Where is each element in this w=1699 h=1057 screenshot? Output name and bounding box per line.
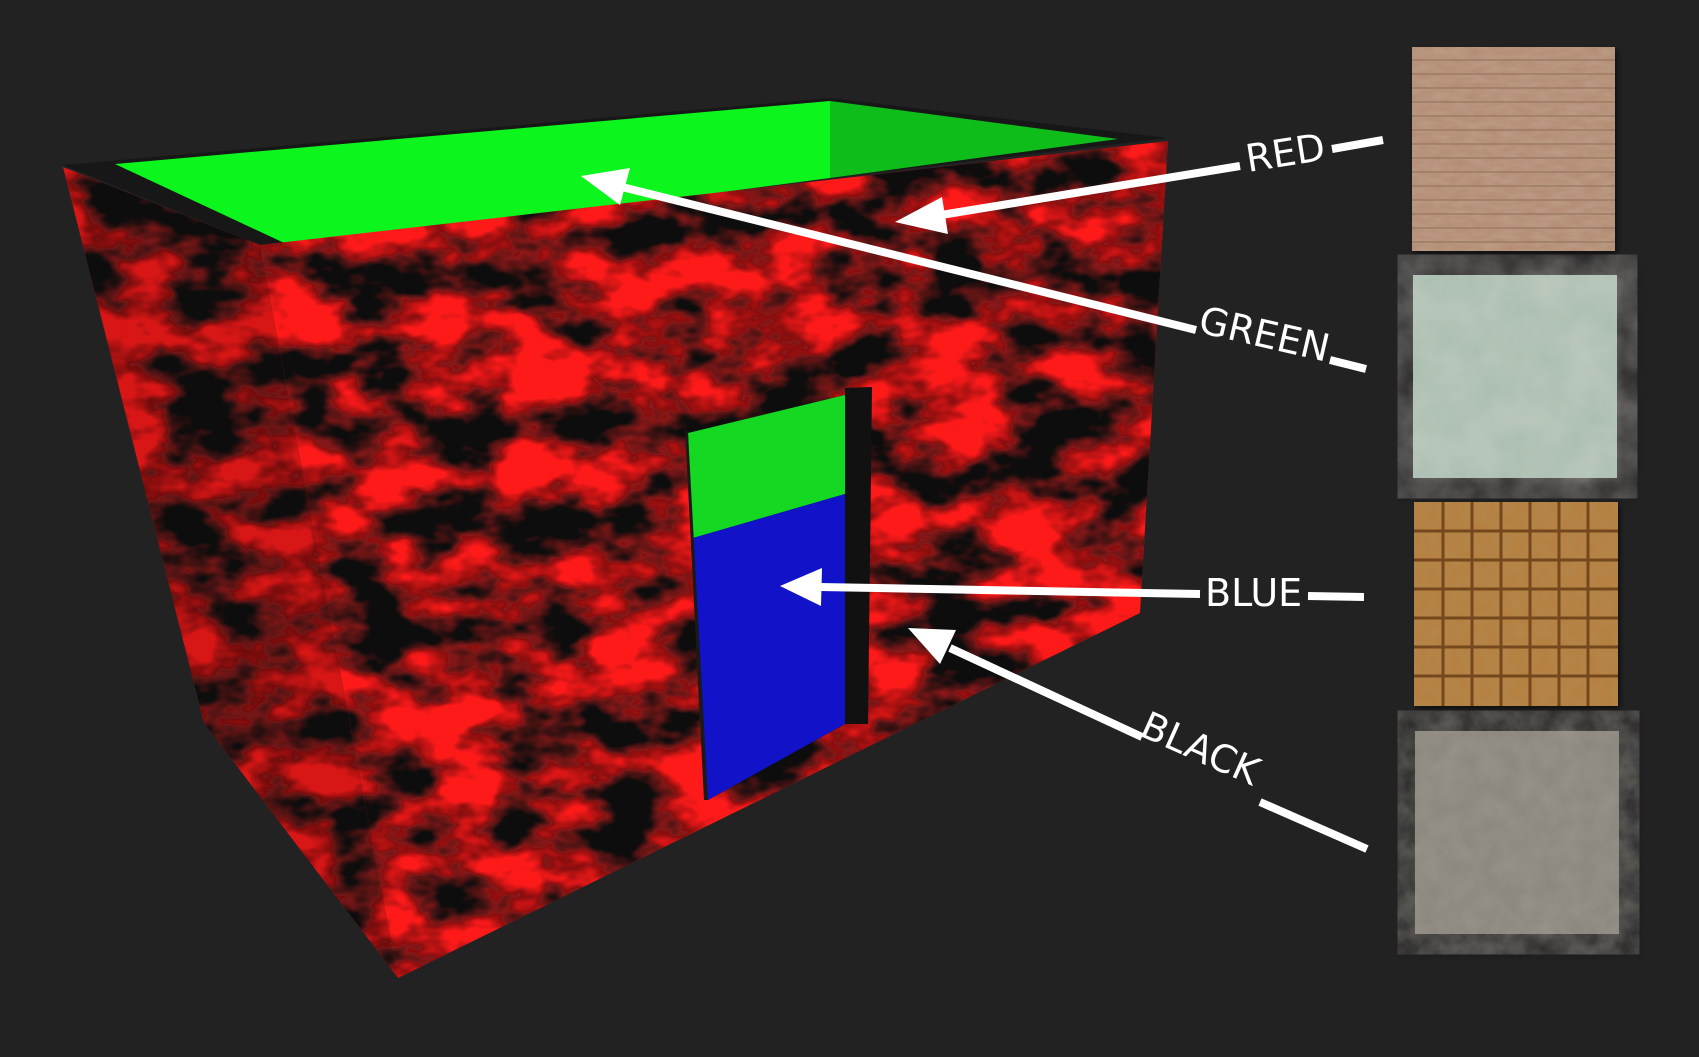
callouts (581, 136, 1384, 853)
door-opening (685, 387, 872, 800)
arrowhead-black (908, 628, 956, 664)
interior-back-wall-green (115, 101, 830, 248)
label-red: RED (1243, 125, 1329, 181)
callout-black (908, 628, 1369, 853)
door-jamb-left (685, 428, 708, 800)
brick-texture-icon (1412, 47, 1615, 251)
room-model (63, 98, 1168, 978)
door-interior-green (688, 395, 845, 538)
callout-green (581, 168, 1367, 373)
tile-texture-icon (1414, 502, 1618, 706)
texture-swatches (1412, 47, 1619, 934)
callout-red (895, 136, 1384, 234)
door-jamb-black (845, 387, 872, 724)
arrowhead-blue (780, 568, 822, 606)
label-black: BLACK (1134, 703, 1267, 794)
interior-right-wall-green (830, 101, 1118, 178)
arrowhead-red (895, 197, 948, 234)
arrowhead-green (581, 168, 630, 205)
label-blue: BLUE (1205, 571, 1302, 615)
label-green: GREEN (1195, 298, 1334, 371)
door-floor-blue (693, 494, 845, 800)
plaster-texture-icon (1413, 275, 1617, 478)
callout-blue (780, 568, 1365, 606)
concrete-texture-icon (1415, 731, 1619, 934)
